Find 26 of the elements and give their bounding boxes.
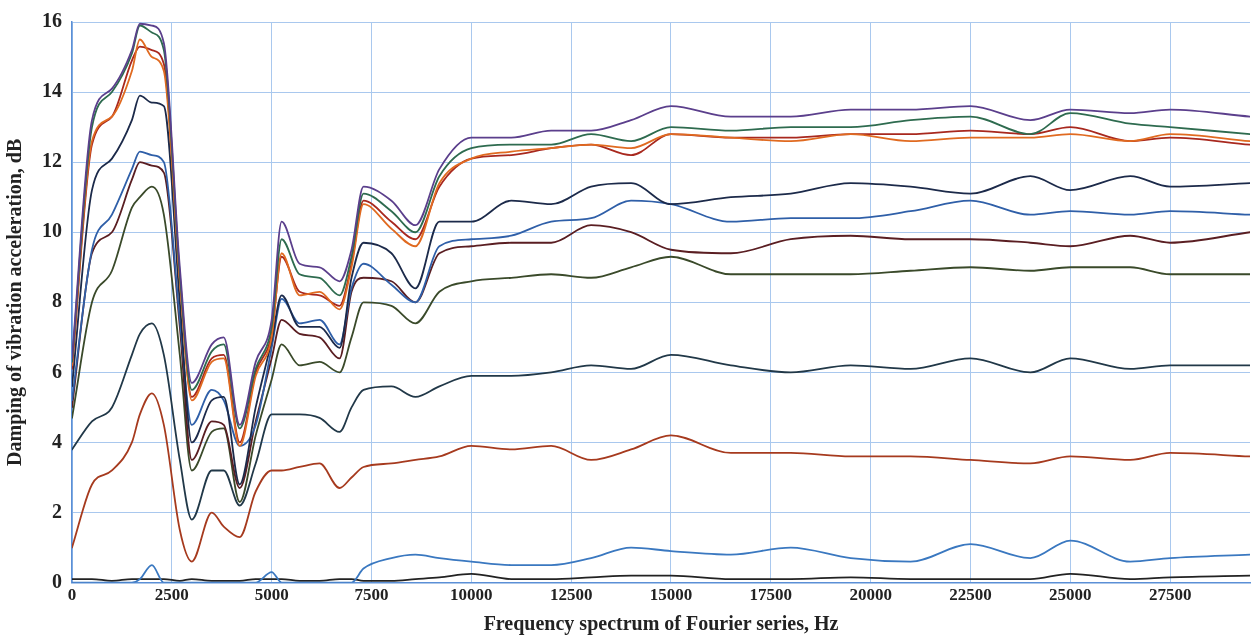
y-tick-label: 2 [52,499,62,522]
line-series [72,322,1250,521]
x-tick-label: 10000 [450,585,493,605]
x-tick-label: 17500 [749,585,793,605]
y-tick-label: 10 [42,219,62,242]
x-tick-label: 27500 [1148,585,1192,605]
y-tick-label: 12 [42,149,62,172]
y-tick-label: 4 [52,429,62,452]
line-series [72,392,1250,563]
x-tick-label: 12500 [549,585,593,605]
x-tick-label: 15000 [649,585,693,605]
y-tick-label: 14 [42,79,62,102]
line-series [72,94,1250,486]
y-axis-title: Damping of vibration acceleration, dB [3,138,27,466]
y-tick-label: 6 [52,359,62,382]
x-tick-label: 25000 [1049,585,1092,605]
y-tick-label: 16 [42,9,62,32]
x-axis-title: Frequency spectrum of Fourier series, Hz [483,612,839,636]
line-series [72,150,1250,447]
y-tick-label: 8 [52,289,62,312]
x-tick-label: 0 [67,585,77,605]
x-tick-label: 7500 [354,585,389,605]
x-tick-label: 20000 [849,585,892,605]
x-tick-label: 2500 [154,585,189,605]
x-tick-label: 5000 [254,585,289,605]
x-tick-label: 22500 [949,585,992,605]
